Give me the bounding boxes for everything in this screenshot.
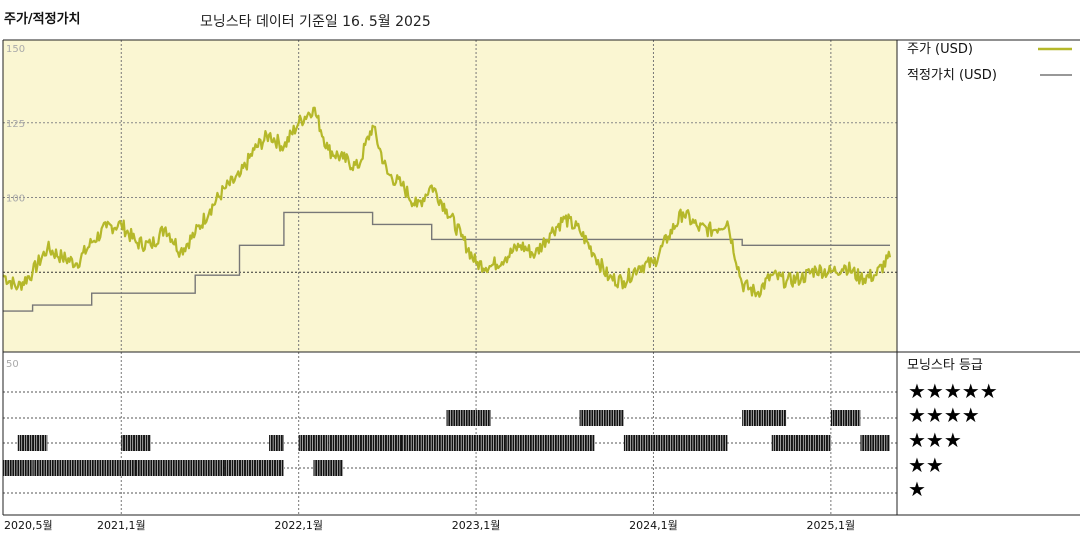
legend-price-label: 주가 (USD) (907, 42, 973, 57)
vertical-gridlines (120, 40, 832, 515)
rating-bar-2-star (136, 460, 225, 476)
rating-1-star-label: ★ (908, 477, 926, 501)
rating-5-star-label: ★★★★★ (908, 379, 998, 403)
rating-bar-3-star (402, 435, 506, 451)
x-tick-label: 2023,1월 (452, 519, 501, 532)
rating-4-star-label: ★★★★ (908, 403, 980, 427)
rating-bar-2-star (313, 460, 344, 476)
chart-title: 주가/적정가치 (4, 12, 81, 27)
y-tick-labels: 150 125 100 50 (6, 44, 25, 370)
rating-bar-3-star (17, 435, 48, 451)
rating-bar-4-star (579, 410, 624, 426)
rating-panel-title: 모닝스타 등급 (907, 358, 983, 373)
rating-3-star-label: ★★★ (908, 428, 962, 452)
rating-2-star-label: ★★ (908, 453, 944, 477)
chart-subtitle: 모닝스타 데이터 기준일 16. 5월 2025 (200, 14, 431, 30)
rating-bar-3-star (328, 435, 403, 451)
x-tick-label: 2022,1월 (274, 519, 323, 532)
rating-bar-4-star (830, 410, 861, 426)
rating-bar-3-star (860, 435, 890, 451)
legend-fair-value-label: 적정가치 (USD) (907, 68, 997, 83)
x-tick-label: 2024,1월 (629, 519, 678, 532)
rating-history-bars (3, 410, 890, 476)
y-tick-label: 150 (6, 44, 25, 55)
rating-bar-2-star (32, 460, 137, 476)
price-plot-background (3, 40, 897, 352)
rating-tick-label: 50 (6, 359, 19, 370)
rating-bar-4-star (476, 410, 491, 426)
x-tick-label: 2020,5월 (4, 519, 53, 532)
price-series-line (2, 106, 892, 298)
rating-bar-3-star (298, 435, 329, 451)
rating-bar-3-star (269, 435, 284, 451)
x-tick-label: 2025,1월 (807, 519, 856, 532)
fair-value-series-line (3, 211, 890, 312)
y-tick-label: 125 (6, 119, 25, 130)
x-tick-labels: 2020,5월 2021,1월 2022,1월 2023,1월 2024,1월 2025,… (4, 519, 855, 532)
rating-bar-3-star (505, 435, 595, 451)
rating-bar-3-star (623, 435, 728, 451)
x-tick-label: 2021,1월 (97, 519, 146, 532)
rating-bar-4-star (446, 410, 477, 426)
rating-bar-2-star (224, 460, 285, 476)
rating-bar-3-star (771, 435, 832, 451)
rating-bar-4-star (742, 410, 787, 426)
y-tick-label: 100 (6, 194, 25, 205)
rating-bar-3-star (121, 435, 151, 451)
rating-bar-2-star (3, 460, 33, 476)
